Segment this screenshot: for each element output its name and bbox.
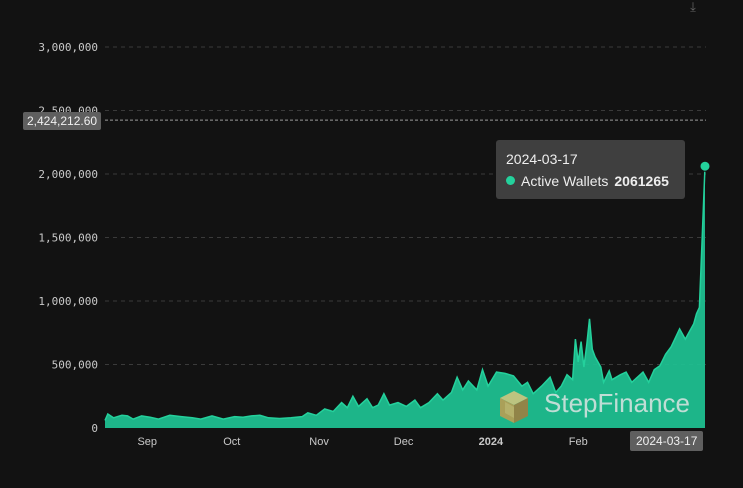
- y-tick-label: 0: [91, 422, 98, 435]
- series-point: [699, 160, 711, 172]
- y-tick-label: 2,000,000: [38, 168, 98, 181]
- y-tick-label: 3,000,000: [38, 41, 98, 54]
- tooltip-date: 2024-03-17: [506, 151, 578, 167]
- y-tick-label: 1,000,000: [38, 295, 98, 308]
- crosshair-value-label: 2,424,212.60: [23, 112, 102, 130]
- tooltip-row: Active Wallets 2061265: [506, 173, 669, 189]
- x-tick-label: Oct: [223, 436, 240, 448]
- series-area: [105, 166, 705, 428]
- stepfinance-logo: [500, 391, 528, 423]
- x-tick-label: Feb: [569, 436, 588, 448]
- series-line: [104, 166, 706, 421]
- tooltip-series-label: Active Wallets: [521, 173, 609, 189]
- download-icon[interactable]: ⤓: [690, 0, 696, 15]
- tooltip: 2024-03-17 Active Wallets 2061265: [496, 140, 685, 199]
- x-tick-label: Nov: [309, 436, 329, 448]
- watermark-text: StepFinance: [544, 388, 690, 418]
- tooltip-value: 2061265: [614, 173, 669, 189]
- x-tick-label: Dec: [394, 436, 414, 448]
- x-tick-label: 2024: [479, 436, 504, 448]
- x-crosshair-date-label: 2024-03-17: [630, 431, 704, 451]
- x-tick-label: Sep: [137, 436, 157, 448]
- y-tick-label: 500,000: [52, 359, 98, 372]
- y-tick-label: 1,500,000: [38, 232, 98, 245]
- series-dot-icon: [506, 176, 515, 185]
